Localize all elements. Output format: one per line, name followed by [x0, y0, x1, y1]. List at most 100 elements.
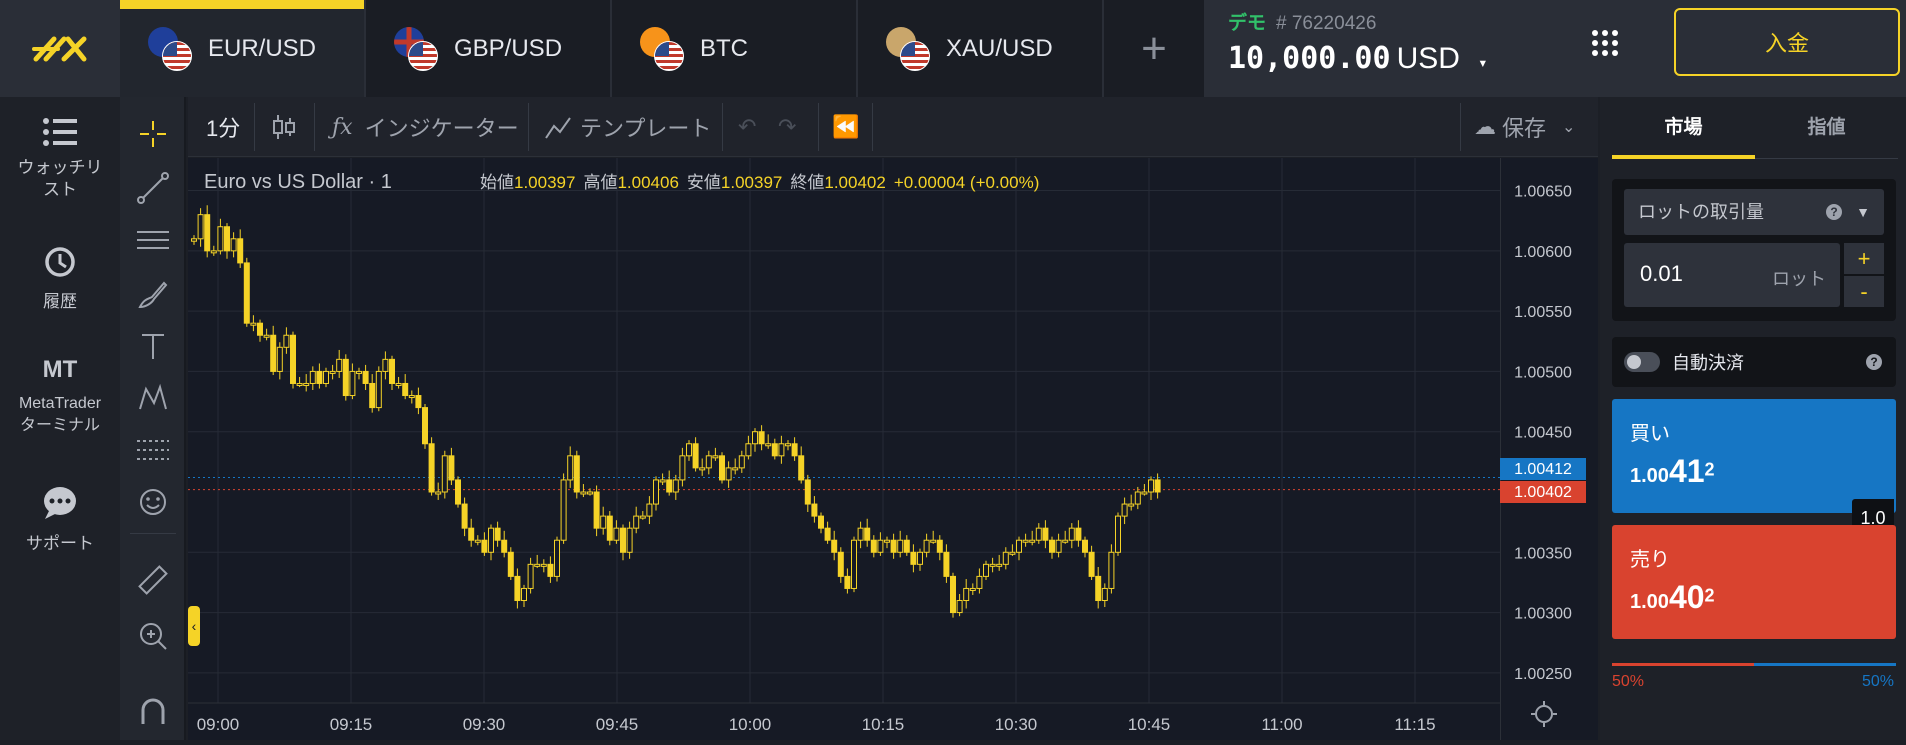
apps-grid-icon[interactable]: [1590, 28, 1620, 58]
go-to-realtime-button[interactable]: ⏪: [832, 97, 859, 157]
candle-body: [230, 238, 237, 252]
crosshair-tool[interactable]: [130, 111, 176, 157]
auto-close-toggle[interactable]: [1624, 352, 1660, 372]
candle-body: [1016, 539, 1022, 553]
candle-body: [884, 539, 890, 543]
candle-body: [455, 479, 461, 505]
interval-selector[interactable]: 1分: [206, 116, 241, 141]
lot-input[interactable]: 0.01 ロット: [1624, 243, 1840, 307]
account-selector[interactable]: デモ # 76220426 10,000.00 USD ▾: [1228, 8, 1488, 76]
lot-decrease-button[interactable]: -: [1844, 276, 1884, 307]
sentiment-bar: [1612, 663, 1896, 666]
candle-body: [1134, 491, 1141, 505]
mt-icon: MT: [42, 356, 78, 383]
candle-body: [917, 551, 923, 565]
candle-body: [587, 491, 593, 495]
lot-mode-select[interactable]: ロットの取引量? ▼: [1624, 189, 1884, 235]
candle-body: [659, 479, 666, 483]
sidebar-item-history[interactable]: 履歴: [0, 245, 120, 313]
collapse-tools-handle[interactable]: ‹: [188, 606, 200, 646]
candle-body: [646, 503, 653, 517]
candle-body: [930, 539, 937, 543]
trendline-tool[interactable]: [130, 165, 176, 211]
indicators-button[interactable]: ƒx インジケーター: [332, 97, 519, 157]
sidebar-item-metatrader[interactable]: MT MetaTraderターミナル: [0, 356, 120, 437]
candle-body: [197, 214, 204, 240]
add-tab-button[interactable]: +: [1104, 0, 1204, 97]
svg-text:1.00412: 1.00412: [1514, 461, 1572, 478]
candle-body: [540, 563, 547, 567]
chart-canvas[interactable]: 1.00650 1.00600 1.00550 1.00500 1.00450 1.003…: [188, 158, 1598, 740]
magnet-tool[interactable]: [130, 689, 176, 735]
sidebar-item-support[interactable]: サポート: [0, 485, 120, 555]
candle-body: [1002, 551, 1009, 565]
sentiment-sell-fill: [1612, 663, 1754, 666]
lot-panel: ロットの取引量? ▼ 0.01 ロット + -: [1612, 179, 1896, 321]
fib-tool[interactable]: [130, 427, 176, 473]
help-icon[interactable]: ?: [1866, 354, 1882, 370]
candle-body: [1115, 515, 1121, 553]
sidebar-item-watchlist[interactable]: ウォッチリスト: [0, 117, 120, 201]
sell-button[interactable]: 売り 1.00402: [1612, 525, 1896, 639]
candle-body: [507, 551, 514, 577]
candle-body: [224, 226, 230, 252]
x-tick-label: 10:45: [1128, 715, 1171, 734]
save-button[interactable]: ☁ 保存 ⌄: [1474, 97, 1575, 157]
lot-increase-button[interactable]: +: [1844, 243, 1884, 274]
candle-body: [950, 575, 956, 614]
list-icon: [43, 118, 77, 146]
candle-body: [870, 539, 877, 553]
candle-body: [1128, 503, 1135, 507]
tab-limit[interactable]: 指値: [1755, 97, 1898, 159]
text-tool[interactable]: [130, 323, 176, 369]
sidebar-item-label: サポート: [26, 534, 94, 553]
xau-usd-flag-icon: [886, 26, 930, 71]
undo-button[interactable]: ↶: [738, 97, 756, 157]
candle-body: [864, 527, 871, 541]
brush-tool[interactable]: [130, 271, 176, 317]
exness-logo[interactable]: [0, 0, 120, 97]
pattern-tool[interactable]: [130, 375, 176, 421]
fx-icon: ƒx: [332, 114, 353, 140]
candle-body: [204, 214, 211, 252]
deposit-button[interactable]: 入金: [1674, 8, 1900, 76]
candle-body: [712, 455, 719, 459]
tab-gbpusd[interactable]: GBP/USD: [366, 0, 610, 97]
candle-body: [270, 334, 277, 372]
candle-body: [613, 527, 620, 541]
candle-body: [210, 250, 217, 254]
buy-button[interactable]: 買い 1.00412: [1612, 399, 1896, 513]
candle-body: [1088, 551, 1095, 577]
templates-button[interactable]: テンプレート: [544, 97, 711, 157]
sell-price: 1.00402: [1630, 579, 1715, 615]
horizontal-lines-tool[interactable]: [130, 217, 176, 263]
rewind-icon: ⏪: [832, 114, 860, 139]
ruler-icon: [138, 565, 168, 595]
tab-xauusd[interactable]: XAU/USD: [858, 0, 1102, 97]
help-icon[interactable]: ?: [1826, 204, 1842, 220]
tab-market[interactable]: 市場: [1612, 97, 1755, 159]
candle-body: [1154, 479, 1161, 493]
chart-settings-icon[interactable]: [1531, 701, 1557, 727]
candle-body: [897, 539, 904, 553]
y-tick-label: 1.00500: [1514, 364, 1572, 381]
candle-body: [527, 563, 534, 589]
ruler-tool[interactable]: [130, 557, 176, 603]
axes: 1.00650 1.00600 1.00550 1.00500 1.00450 1.003…: [188, 184, 1572, 734]
chart-type-button[interactable]: [272, 97, 296, 157]
tab-btc[interactable]: BTC: [612, 0, 856, 97]
sidebar-item-label: 履歴: [43, 292, 77, 311]
candle-body: [686, 443, 692, 457]
candle-body: [903, 539, 910, 553]
emoji-tool[interactable]: [130, 479, 176, 525]
history-icon: [45, 247, 75, 277]
crosshair-icon: [140, 121, 166, 147]
tab-eurusd[interactable]: EUR/USD: [120, 0, 364, 97]
redo-button[interactable]: ↷: [778, 97, 796, 157]
price-chart[interactable]: 1.00650 1.00600 1.00550 1.00500 1.00450 1.003…: [188, 158, 1598, 740]
candle-body: [890, 539, 897, 553]
y-tick-label: 1.00250: [1514, 666, 1572, 683]
instrument-tabs: EUR/USD GBP/USD BTC XAU/USD +: [120, 0, 1204, 97]
zoom-tool[interactable]: [130, 613, 176, 659]
